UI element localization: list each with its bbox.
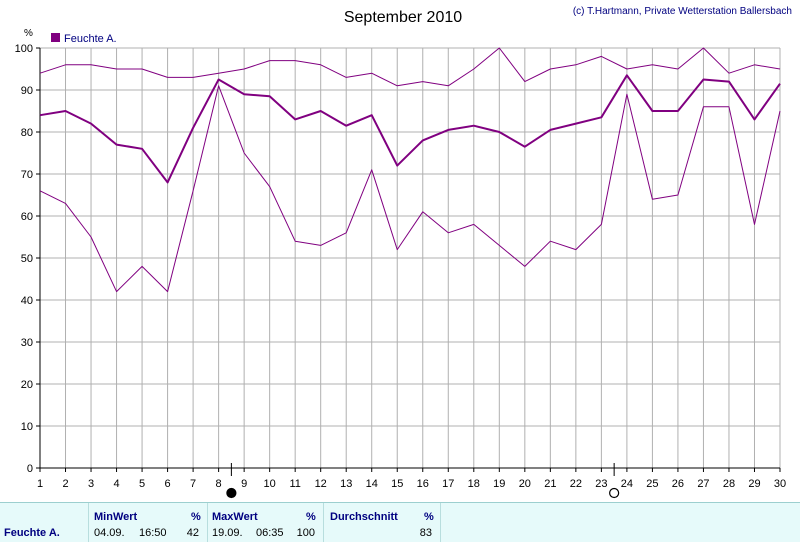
x-tick-label: 26 <box>672 478 684 490</box>
y-tick-label: 100 <box>15 43 33 55</box>
x-tick-label: 30 <box>774 478 786 490</box>
x-tick-label: 12 <box>315 478 327 490</box>
min-value: 42 <box>186 527 199 539</box>
max-unit: % <box>306 511 316 523</box>
x-tick-label: 15 <box>391 478 403 490</box>
y-tick-label: 0 <box>27 463 33 475</box>
x-tick-label: 29 <box>748 478 760 490</box>
x-tick-label: 25 <box>646 478 658 490</box>
x-tick-label: 27 <box>697 478 709 490</box>
series-layer <box>39 47 781 293</box>
x-tick-label: 23 <box>595 478 607 490</box>
stats-row-label: Feuchte A. <box>4 527 60 539</box>
max-cell: MaxWert % 19.09. 06:35 100 <box>208 503 324 542</box>
x-tick-label: 4 <box>113 478 119 490</box>
legend-label: Feuchte A. <box>64 33 117 45</box>
avg-cell: Durchschnitt % 83 <box>324 503 441 542</box>
moon-markers <box>226 463 620 499</box>
x-tick-label: 13 <box>340 478 352 490</box>
max-header: MaxWert <box>212 511 258 523</box>
avg-value: 83 <box>419 527 432 539</box>
x-tick-label: 18 <box>468 478 480 490</box>
x-tick-label: 10 <box>264 478 276 490</box>
x-tick-label: 11 <box>289 478 300 490</box>
x-tick-label: 5 <box>139 478 145 490</box>
min-unit: % <box>191 511 201 523</box>
stats-label-cell: Feuchte A. <box>0 503 89 542</box>
series-line-min <box>39 85 781 293</box>
x-tick-label: 9 <box>241 478 247 490</box>
series-line-mean <box>39 74 781 184</box>
avg-header: Durchschnitt <box>330 511 398 523</box>
min-cell: MinWert % 04.09. 16:50 42 <box>89 503 208 542</box>
y-tick-label: 70 <box>21 169 33 181</box>
x-tick-label: 22 <box>570 478 582 490</box>
y-tick-label: 90 <box>21 85 33 97</box>
series-line-max <box>39 47 781 87</box>
x-tick-label: 2 <box>62 478 68 490</box>
x-tick-label: 24 <box>621 478 633 490</box>
max-time: 06:35 <box>256 527 284 539</box>
full-moon-icon <box>609 487 620 499</box>
y-tick-label: 30 <box>21 337 33 349</box>
x-tick-label: 19 <box>493 478 505 490</box>
x-tick-label: 17 <box>442 478 454 490</box>
y-tick-label: 10 <box>21 421 33 433</box>
x-tick-label: 21 <box>544 478 556 490</box>
chart-title: September 2010 <box>344 9 462 26</box>
y-tick-label: 60 <box>21 211 33 223</box>
y-tick-label: 80 <box>21 127 33 139</box>
y-tick-label: 20 <box>21 379 33 391</box>
x-tick-label: 7 <box>190 478 196 490</box>
x-tick-label: 6 <box>165 478 171 490</box>
legend-swatch <box>51 33 60 42</box>
y-tick-label: 50 <box>21 253 33 265</box>
y-tick-label: 40 <box>21 295 33 307</box>
min-header: MinWert <box>94 511 138 523</box>
max-value: 100 <box>296 527 315 539</box>
y-axis-unit: % <box>24 28 33 39</box>
x-tick-label: 14 <box>366 478 378 490</box>
new-moon-icon <box>226 487 237 499</box>
copyright-text: (c) T.Hartmann, Private Wetterstation Ba… <box>573 6 792 17</box>
x-tick-label: 20 <box>519 478 531 490</box>
statistics-panel: Feuchte A. MinWert % 04.09. 16:50 42 Max… <box>0 502 800 542</box>
min-date: 04.09. <box>94 527 125 539</box>
min-time: 16:50 <box>139 527 167 539</box>
axes <box>36 47 781 472</box>
x-tick-label: 3 <box>88 478 94 490</box>
x-tick-label: 16 <box>417 478 429 490</box>
avg-unit: % <box>424 511 434 523</box>
max-date: 19.09. <box>212 527 243 539</box>
x-tick-label: 8 <box>216 478 222 490</box>
x-tick-label: 1 <box>37 478 43 490</box>
grid <box>39 47 781 468</box>
x-tick-label: 28 <box>723 478 735 490</box>
humidity-chart: September 2010 (c) T.Hartmann, Private W… <box>15 6 792 499</box>
